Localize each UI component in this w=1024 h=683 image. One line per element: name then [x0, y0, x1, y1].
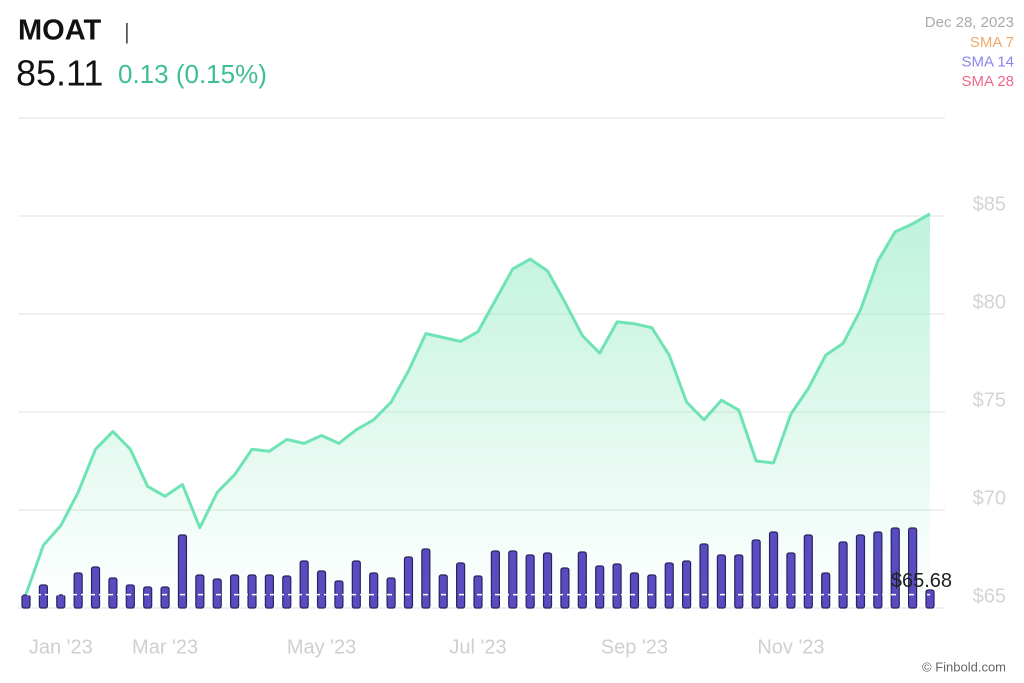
price-reference-label: $65.68: [891, 570, 952, 592]
volume-bar: [890, 527, 900, 609]
volume-bar: [612, 563, 622, 609]
volume-bar: [490, 550, 500, 609]
volume-bar: [230, 574, 240, 609]
separator: |: [124, 19, 130, 44]
volume-bar: [143, 586, 153, 609]
volume-bar: [803, 534, 813, 609]
legend-entry: SMA 7: [970, 34, 1014, 51]
volume-bar: [560, 567, 570, 609]
change: 0.13 (0.15%): [118, 59, 267, 89]
x-tick-label: May '23: [287, 636, 356, 658]
volume-bar: [647, 574, 657, 609]
volume-bar: [160, 586, 170, 609]
volume-bar: [316, 570, 327, 609]
volume-bar: [821, 572, 831, 609]
volume-bar: [299, 560, 309, 609]
ticker: MOAT: [18, 15, 102, 47]
volume-bar: [38, 584, 48, 609]
volume-bar: [925, 589, 935, 609]
y-tick-label: $70: [973, 487, 1006, 509]
price: 85.11: [16, 53, 103, 94]
volume-bar: [264, 574, 274, 609]
volume-bar: [716, 554, 726, 609]
y-tick-label: $75: [973, 389, 1006, 411]
y-tick-label: $65: [973, 585, 1006, 607]
volume-bar: [542, 552, 553, 609]
volume-bar: [90, 566, 101, 609]
price-line: [24, 212, 931, 595]
volume-bar: [351, 560, 361, 609]
y-tick-label: $80: [973, 291, 1006, 313]
volume-bar: [873, 531, 883, 609]
volume-bar: [508, 550, 518, 609]
volume-bar: [473, 575, 483, 609]
volume-bar: [734, 554, 744, 609]
source: © Finbold.com: [922, 659, 1006, 674]
volume-bar: [108, 577, 118, 609]
volume-bar: [838, 541, 848, 609]
volume-bar: [212, 578, 222, 609]
volume-bar: [699, 543, 709, 609]
volume-bar: [768, 531, 779, 609]
volume-bar: [751, 539, 761, 609]
y-tick-label: $85: [973, 193, 1006, 215]
volume-bar: [195, 574, 205, 609]
volume-bar: [403, 556, 414, 609]
volume-bar: [73, 572, 83, 609]
volume-bar: [247, 574, 257, 609]
volume-bar: [125, 584, 135, 609]
x-tick-label: Sep '23: [601, 636, 668, 658]
legend-entry: SMA 14: [961, 53, 1014, 70]
volume-bar: [908, 527, 918, 609]
date: Dec 28, 2023: [925, 14, 1014, 31]
volume-bar: [855, 534, 866, 609]
volume-bar: [629, 572, 640, 609]
x-tick-label: Jan '23: [29, 636, 93, 658]
x-tick-label: Jul '23: [449, 636, 506, 658]
x-tick-label: Nov '23: [757, 636, 824, 658]
volume-bar: [525, 554, 535, 609]
volume-bar: [56, 594, 66, 609]
volume-bar: [369, 572, 379, 609]
volume-bar: [421, 548, 431, 609]
volume-bar: [786, 552, 796, 609]
volume-bar: [282, 575, 292, 609]
volume-bar: [682, 560, 692, 609]
area: [26, 213, 930, 608]
volume-bar: [177, 534, 188, 609]
volume-bar: [438, 574, 448, 609]
volume-bar: [386, 577, 396, 609]
volume-bar: [664, 562, 674, 609]
legend-entry: SMA 28: [961, 73, 1014, 90]
volume-bar: [21, 594, 31, 609]
volume-bar: [456, 562, 466, 609]
x-tick-label: Mar '23: [132, 636, 198, 658]
volume-bar: [595, 565, 605, 609]
volume-bar: [577, 551, 587, 609]
